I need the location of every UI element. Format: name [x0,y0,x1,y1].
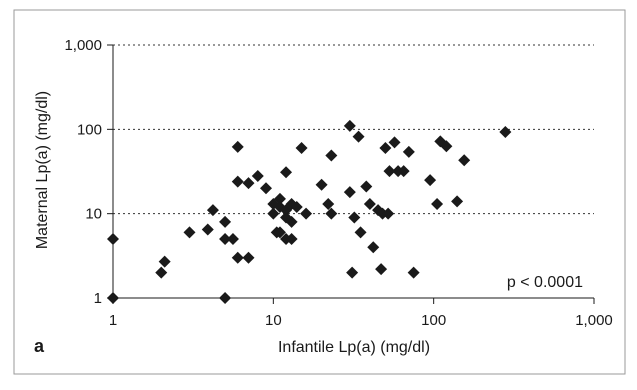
data-point [201,223,214,236]
data-point [382,207,395,220]
x-tick-label: 1,000 [575,312,613,329]
data-point [231,140,244,153]
data-point [325,149,338,162]
data-point [231,175,244,188]
data-point [440,140,453,153]
data-point [290,200,303,213]
data-point [407,266,420,279]
panel-label: a [34,336,45,356]
data-point [352,130,365,143]
x-tick-label: 10 [265,312,282,329]
data-point [300,207,313,220]
data-point [343,186,356,199]
chart-border [13,9,626,375]
data-point [325,207,338,220]
data-point [402,145,415,158]
data-point [295,142,308,155]
grid-lines [113,44,594,215]
y-ticks: 1 10 100 1,000 [64,37,113,307]
data-point [242,251,255,264]
data-point [242,177,255,190]
y-tick-label: 10 [85,206,102,223]
data-point [458,154,471,167]
data-point [285,215,298,228]
data-point [343,119,356,132]
data-point [348,211,361,224]
y-tick-label: 1 [94,290,102,307]
data-point [315,178,328,191]
data-point [383,165,396,178]
data-point [367,241,380,254]
data-point [499,125,512,138]
p-value-annotation: p < 0.0001 [507,274,583,291]
data-point [259,182,272,195]
data-point [231,251,244,264]
x-axis-title: Infantile Lp(a) (mg/dl) [278,339,430,356]
data-point [431,198,444,211]
data-point [273,192,286,205]
x-tick-label: 100 [421,312,446,329]
data-point [360,180,373,193]
data-point [388,136,401,149]
data-point [267,207,280,220]
y-axis-title: Maternal Lp(a) (mg/dl) [34,91,51,249]
data-point [183,226,196,239]
x-ticks: 1 10 100 1,000 [109,298,613,329]
data-points [107,119,512,304]
data-point [219,215,232,228]
y-tick-label: 100 [77,121,102,138]
data-point [158,255,171,268]
data-point [379,142,392,155]
data-point [155,266,168,279]
data-point [322,198,335,211]
x-tick-label: 1 [109,312,117,329]
data-point [397,165,410,178]
data-point [219,233,232,246]
data-point [375,263,388,276]
data-point [226,233,239,246]
data-point [280,166,293,179]
data-point [219,292,232,304]
data-point [451,195,464,208]
data-point [206,204,219,217]
axes [112,45,594,299]
data-point [107,292,119,304]
data-point [251,169,264,182]
data-point [273,226,286,239]
data-point [285,233,298,246]
data-point [107,233,119,246]
data-point [346,266,359,279]
data-point [424,174,437,187]
data-point [354,226,367,239]
data-point [363,198,376,211]
y-tick-label: 1,000 [64,37,102,54]
